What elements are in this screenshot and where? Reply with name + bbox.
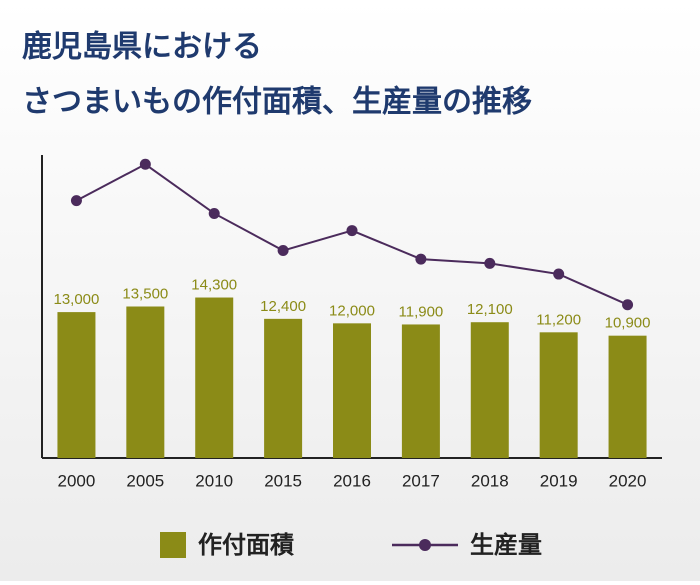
bar — [608, 335, 647, 458]
value-label: 12,100 — [467, 301, 513, 318]
point — [208, 207, 220, 219]
bar — [264, 318, 303, 458]
x-tick-label: 2019 — [540, 471, 578, 490]
x-tick-label: 2005 — [126, 471, 164, 490]
value-label: 11,900 — [399, 303, 444, 320]
point — [70, 195, 82, 207]
point — [139, 158, 151, 170]
x-tick-label: 2000 — [58, 471, 96, 490]
legend-label: 生産量 — [470, 531, 542, 559]
legend-swatch — [160, 532, 186, 558]
x-tick-label: 2018 — [471, 471, 509, 490]
value-label: 11,200 — [536, 311, 581, 328]
bar — [333, 323, 371, 458]
x-tick-label: 2010 — [195, 471, 233, 490]
x-tick-label: 2016 — [333, 471, 371, 490]
value-label: 12,400 — [260, 298, 306, 315]
bar — [126, 306, 165, 458]
chart-title: 鹿児島県における — [22, 30, 262, 65]
legend-swatch — [419, 539, 431, 551]
point — [553, 268, 565, 280]
point — [484, 257, 496, 269]
bar — [470, 322, 509, 458]
x-tick-label: 2017 — [402, 471, 440, 490]
value-label: 12,000 — [329, 302, 375, 319]
point — [622, 299, 634, 311]
value-label: 10,900 — [605, 315, 651, 332]
chart-title: さつまいもの作付面積、生産量の推移 — [22, 85, 532, 120]
x-tick-label: 2015 — [264, 471, 302, 490]
x-tick-label: 2020 — [609, 471, 647, 490]
bar — [57, 312, 96, 458]
bar — [539, 332, 578, 458]
value-label: 14,300 — [191, 276, 237, 293]
value-label: 13,000 — [53, 291, 99, 308]
bar — [195, 297, 234, 458]
point — [277, 245, 289, 257]
point — [346, 225, 358, 237]
bar — [401, 324, 440, 458]
legend-label: 作付面積 — [198, 531, 294, 559]
point — [415, 253, 427, 265]
value-label: 13,500 — [122, 285, 168, 302]
